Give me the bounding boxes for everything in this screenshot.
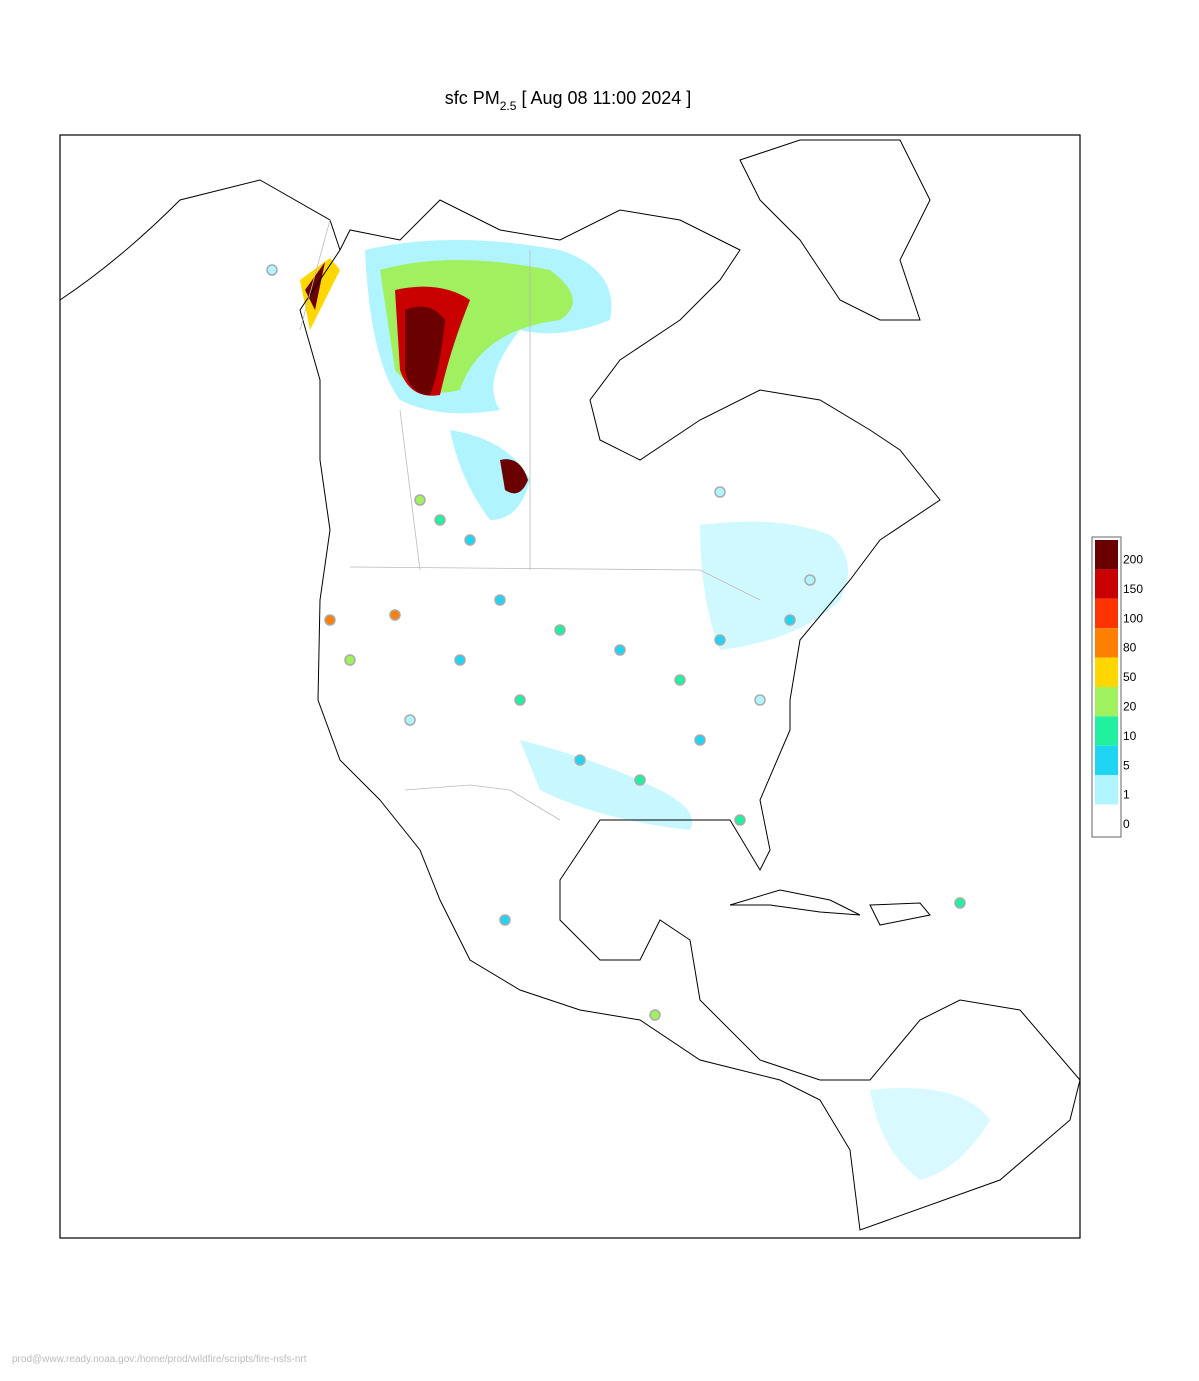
legend-frame	[1091, 536, 1122, 838]
legend-label: 1	[1123, 788, 1130, 802]
cuba	[729, 889, 861, 916]
legend-label: 20	[1123, 700, 1137, 714]
legend-swatch	[1095, 775, 1118, 805]
legend-label: 80	[1123, 641, 1137, 655]
legend-swatch	[1095, 745, 1118, 776]
smoke	[300, 240, 990, 1180]
legend-swatch	[1095, 540, 1118, 570]
legend-swatch	[1095, 628, 1118, 658]
greenland	[739, 139, 931, 321]
border	[299, 219, 761, 821]
legend-label: 5	[1123, 758, 1130, 772]
footer: prod@www.ready.noaa.gov:/home/prod/wildf…	[12, 1354, 307, 1365]
hispaniola	[869, 902, 931, 926]
legend-label: 10	[1123, 729, 1137, 743]
map	[59, 134, 1081, 1239]
coastline	[59, 179, 1081, 1231]
legend-swatch	[1095, 687, 1118, 717]
legend-label: 100	[1123, 611, 1143, 625]
title-prefix: sfc PM	[445, 88, 500, 108]
legend-label: 50	[1123, 670, 1137, 684]
legend-label: 200	[1123, 553, 1143, 567]
title-subscript: 2.5	[500, 99, 517, 113]
title-suffix: [ Aug 08 11:00 2024 ]	[521, 88, 691, 108]
title: sfc PM2.5 [ Aug 08 11:00 2024 ]	[445, 88, 692, 113]
legend-swatch	[1095, 804, 1118, 834]
legend-swatch	[1095, 598, 1118, 629]
legend-swatch	[1095, 657, 1118, 687]
legend-label: 150	[1123, 582, 1143, 596]
legend-swatch	[1095, 716, 1118, 746]
legend-swatch	[1095, 569, 1118, 599]
legend-label: 0	[1123, 817, 1130, 831]
stations	[266, 264, 966, 1021]
